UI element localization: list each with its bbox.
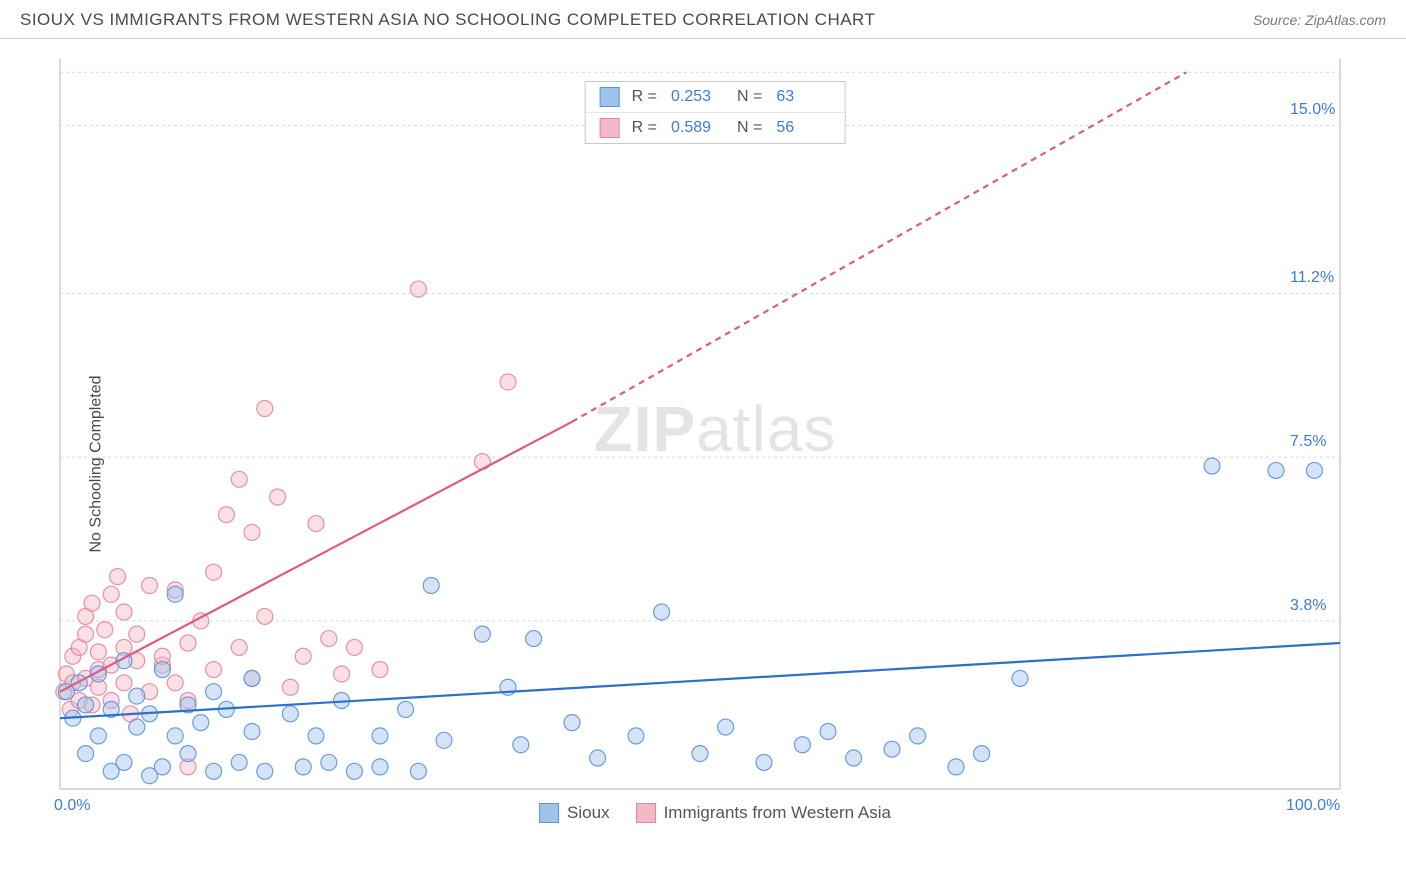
immigrants-swatch-icon [600,118,620,138]
chart-area: No Schooling Completed R = 0.253 N = 63 … [0,39,1406,889]
stats-row-immigrants: R = 0.589 N = 56 [586,112,845,143]
plot-area: R = 0.253 N = 63 R = 0.589 N = 56 ZIPatl… [55,59,1375,829]
immigrants-n-value: 56 [776,119,830,137]
y-axis-tick-3: 15.0% [1290,101,1335,119]
n-label: N = [737,88,762,106]
sioux-legend-label: Sioux [567,803,610,823]
immigrants-swatch-icon [636,803,656,823]
sioux-swatch-icon [539,803,559,823]
stats-row-sioux: R = 0.253 N = 63 [586,82,845,112]
chart-svg [55,59,1375,829]
sioux-swatch-icon [600,87,620,107]
y-axis-tick-2: 11.2% [1290,269,1334,287]
legend-item-sioux: Sioux [539,803,610,823]
sioux-n-value: 63 [776,88,830,106]
x-axis-tick-min: 0.0% [54,797,90,815]
n-label: N = [737,119,762,137]
stats-legend: R = 0.253 N = 63 R = 0.589 N = 56 [585,81,846,144]
chart-header: SIOUX VS IMMIGRANTS FROM WESTERN ASIA NO… [0,0,1406,39]
y-axis-tick-1: 7.5% [1290,433,1326,451]
legend-item-immigrants: Immigrants from Western Asia [636,803,891,823]
chart-title: SIOUX VS IMMIGRANTS FROM WESTERN ASIA NO… [20,10,875,30]
r-label: R = [632,88,657,106]
r-label: R = [632,119,657,137]
series-legend: Sioux Immigrants from Western Asia [539,803,891,823]
immigrants-r-value: 0.589 [671,119,725,137]
sioux-r-value: 0.253 [671,88,725,106]
x-axis-tick-max: 100.0% [1286,797,1340,815]
y-axis-tick-0: 3.8% [1290,597,1326,615]
immigrants-legend-label: Immigrants from Western Asia [664,803,891,823]
chart-source: Source: ZipAtlas.com [1253,12,1386,28]
